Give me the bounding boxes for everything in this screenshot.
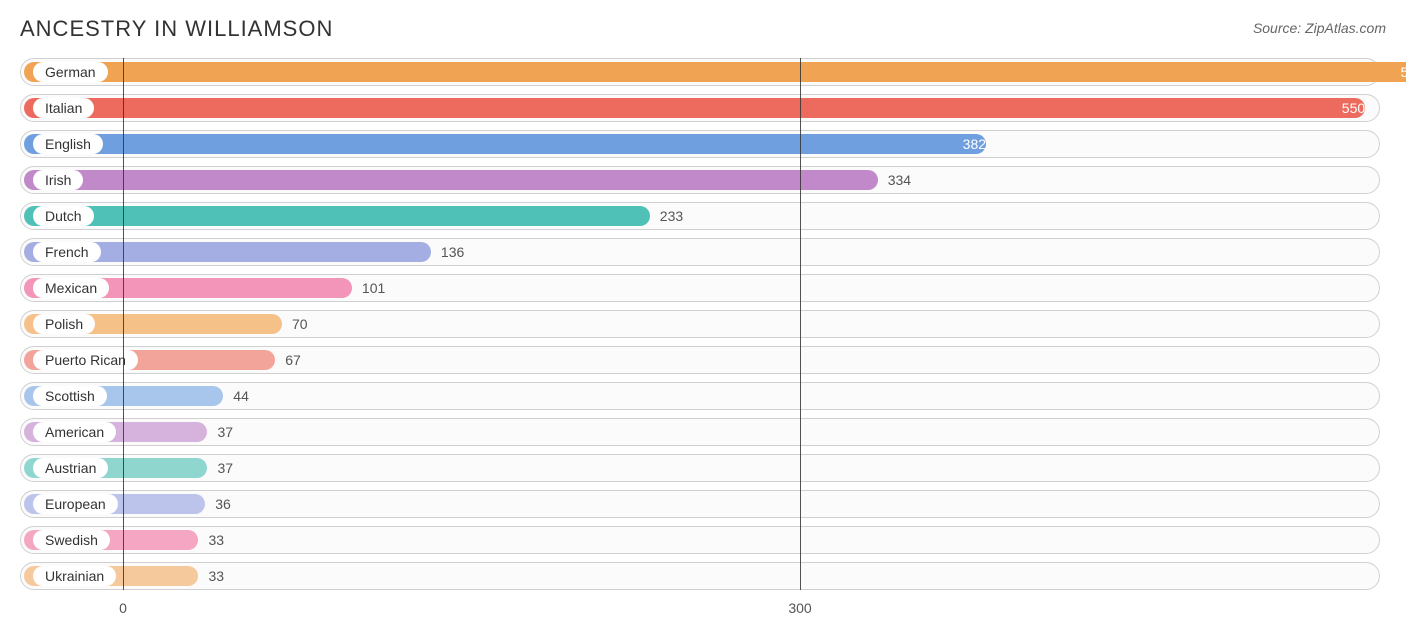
category-label: American — [33, 422, 116, 442]
bar-row: Italian550 — [20, 94, 1380, 122]
value-label: 576 — [21, 59, 1406, 85]
bar-row: Scottish 44 — [20, 382, 1380, 410]
bar-row: American 37 — [20, 418, 1380, 446]
chart-header: ANCESTRY IN WILLIAMSON Source: ZipAtlas.… — [20, 16, 1386, 42]
bar-rows: German576 Italian550 English382 Irish 334 Dut… — [20, 58, 1386, 590]
value-label: 33 — [208, 563, 224, 589]
value-label: 70 — [292, 311, 308, 337]
category-label: Puerto Rican — [33, 350, 138, 370]
bar-row: French 136 — [20, 238, 1380, 266]
value-label: 550 — [21, 95, 1365, 121]
value-label: 67 — [285, 347, 301, 373]
category-label: Mexican — [33, 278, 109, 298]
bar-row: Ukrainian 33 — [20, 562, 1380, 590]
chart-source: Source: ZipAtlas.com — [1253, 20, 1386, 36]
value-label: 382 — [21, 131, 986, 157]
chart-area: German576 Italian550 English382 Irish 334 Dut… — [20, 58, 1386, 622]
category-label: Polish — [33, 314, 95, 334]
chart-title: ANCESTRY IN WILLIAMSON — [20, 16, 333, 42]
category-label: Swedish — [33, 530, 110, 550]
value-label: 233 — [660, 203, 683, 229]
x-axis: 0300600 — [20, 598, 1386, 622]
axis-tick: 0 — [119, 600, 127, 616]
value-label: 37 — [217, 455, 233, 481]
value-label: 101 — [362, 275, 385, 301]
bar-fill — [24, 170, 878, 190]
bar-row: German576 — [20, 58, 1380, 86]
category-label: European — [33, 494, 118, 514]
bar-row: Irish 334 — [20, 166, 1380, 194]
category-label: Scottish — [33, 386, 107, 406]
bar-row: Dutch 233 — [20, 202, 1380, 230]
category-label: Dutch — [33, 206, 94, 226]
category-label: Irish — [33, 170, 83, 190]
value-label: 44 — [233, 383, 249, 409]
value-label: 334 — [888, 167, 911, 193]
category-label: Ukrainian — [33, 566, 116, 586]
bar-row: Mexican 101 — [20, 274, 1380, 302]
bar-row: English382 — [20, 130, 1380, 158]
value-label: 136 — [441, 239, 464, 265]
bar-fill — [24, 206, 650, 226]
category-label: Austrian — [33, 458, 108, 478]
value-label: 36 — [215, 491, 231, 517]
axis-tick: 300 — [788, 600, 811, 616]
bar-row: European 36 — [20, 490, 1380, 518]
category-label: French — [33, 242, 101, 262]
bar-row: Polish 70 — [20, 310, 1380, 338]
value-label: 33 — [208, 527, 224, 553]
bar-row: Swedish 33 — [20, 526, 1380, 554]
bar-row: Austrian 37 — [20, 454, 1380, 482]
value-label: 37 — [217, 419, 233, 445]
bar-row: Puerto Rican 67 — [20, 346, 1380, 374]
